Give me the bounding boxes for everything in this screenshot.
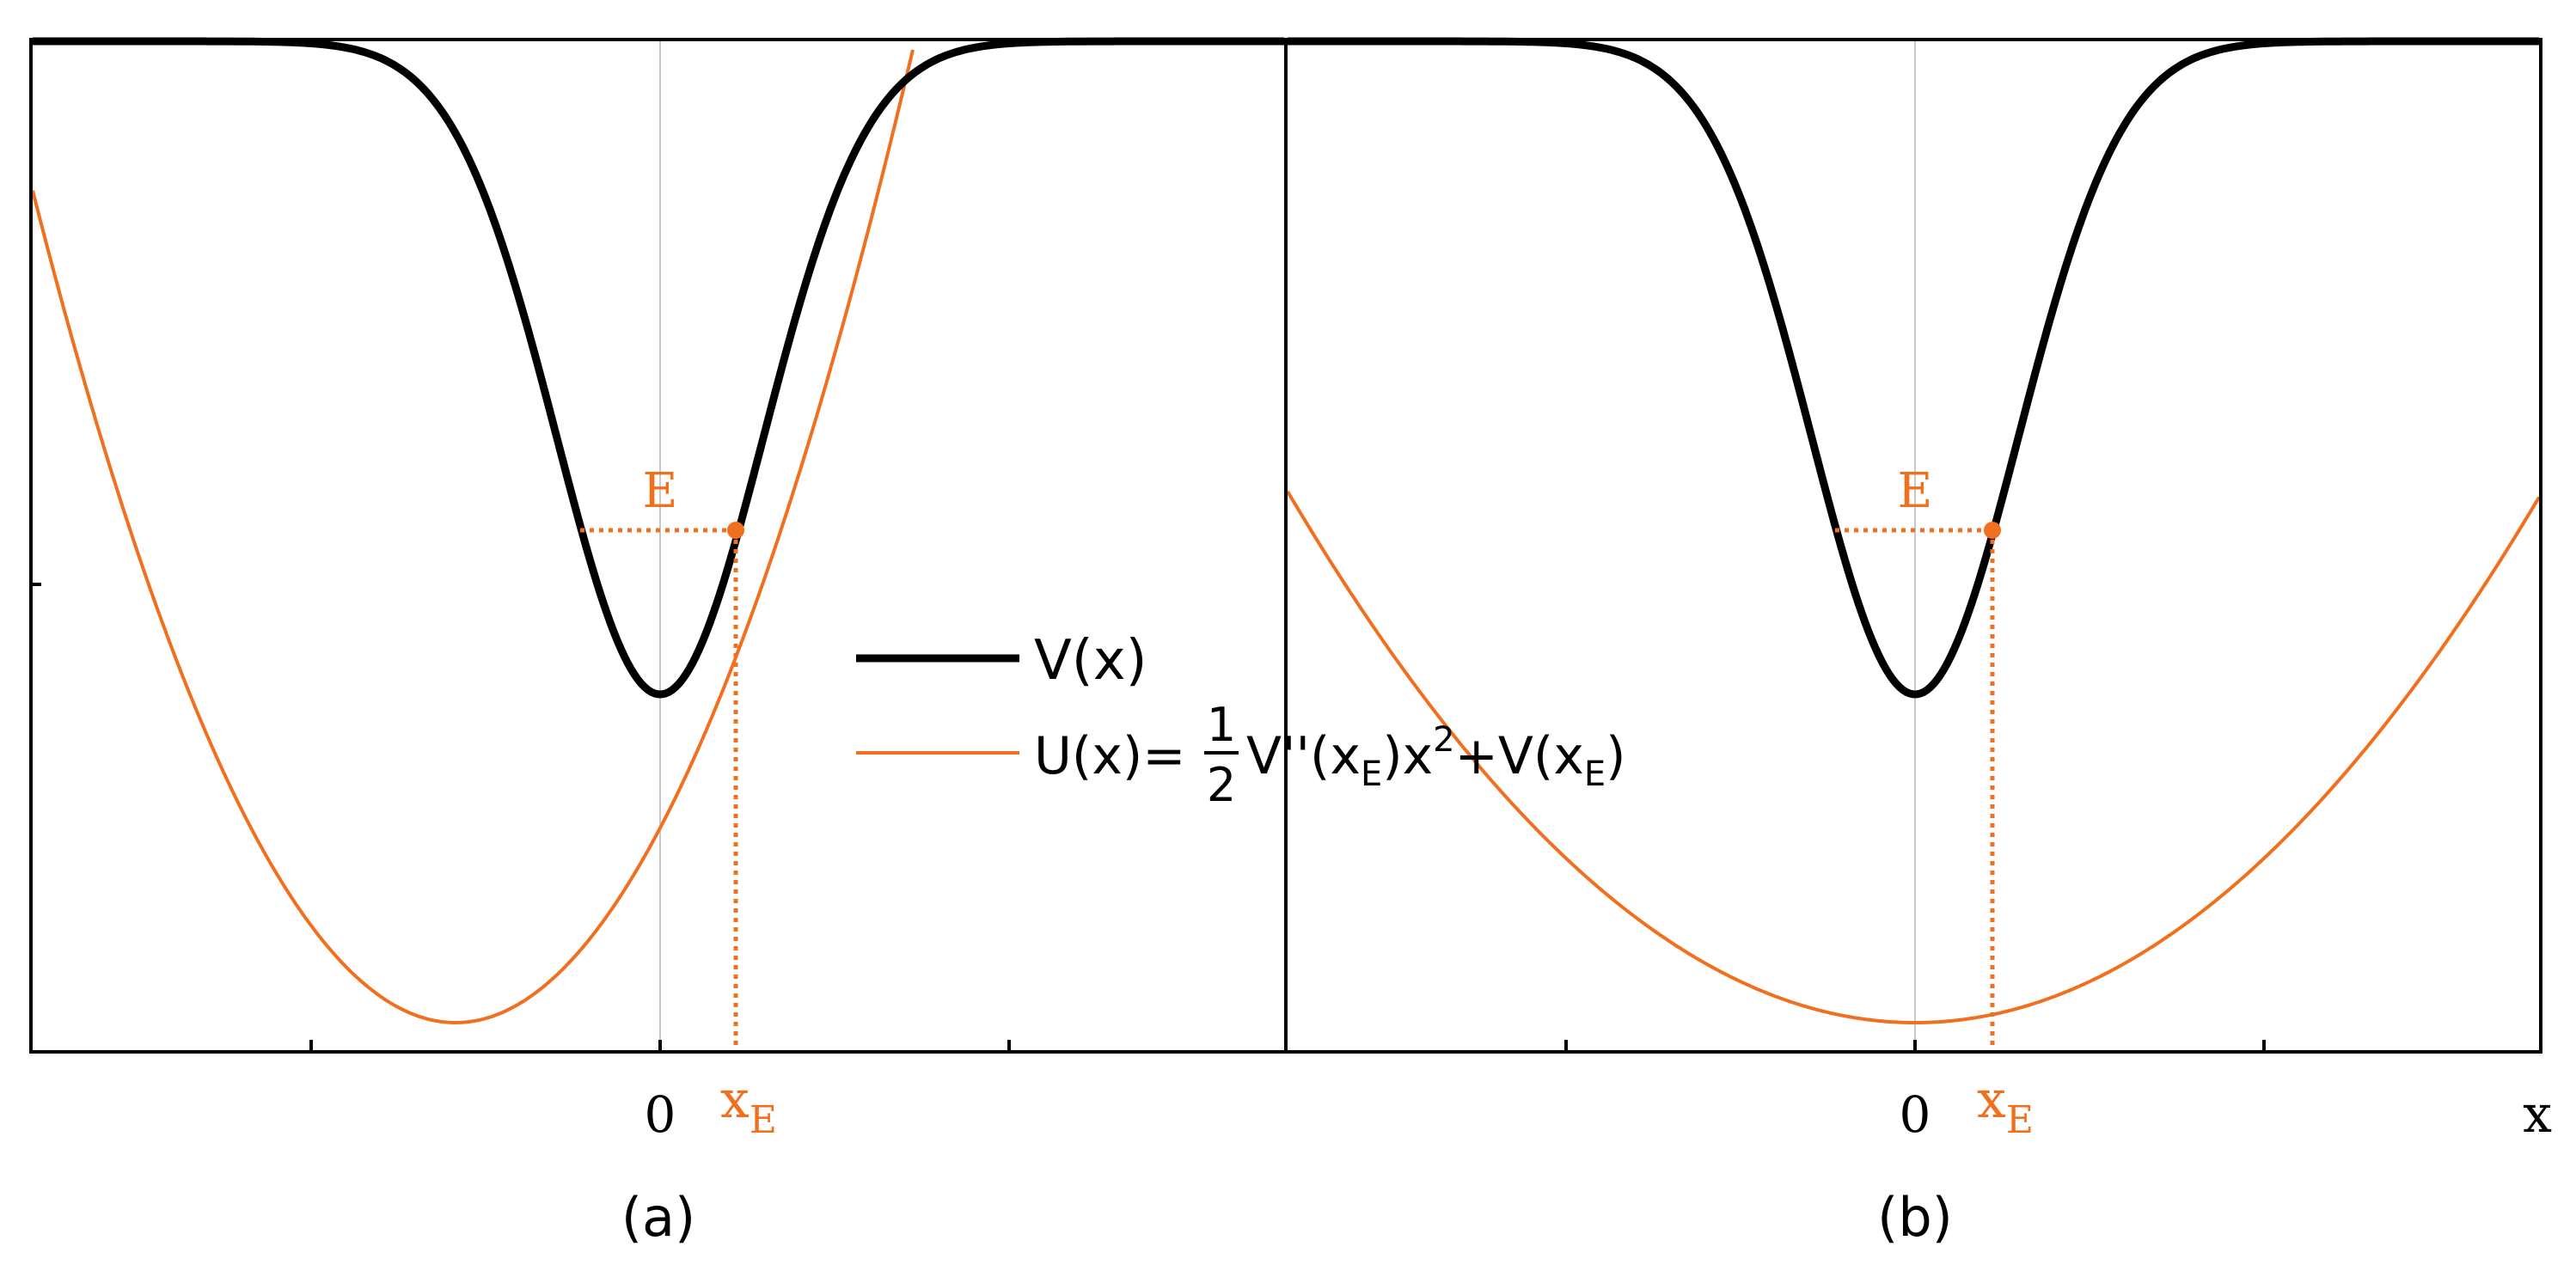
panel-a-label: (a) (621, 1186, 695, 1249)
panel-a-origin-label: 0 (645, 1085, 676, 1144)
panel-a-potential-curve (33, 37, 1284, 699)
panel-b-approximation-curve (1286, 490, 2541, 1024)
panel-b-label: (b) (1877, 1186, 1953, 1249)
legend-u-fraction: 1 2 (1204, 698, 1239, 812)
legend-u-lhs: U(x)= (1034, 726, 1186, 786)
panel-b-potential-curve (1288, 37, 2539, 699)
panel-b-energy-label: E (1898, 463, 1933, 519)
legend-u-subscript-1: E (1361, 755, 1382, 794)
panel-a-frame (29, 38, 1288, 1054)
legend-v-label: V(x) (1034, 629, 1147, 693)
panel-b: E 0 xE x (b) (1284, 37, 2552, 1249)
legend: V(x) U(x)= 1 2 V''(xE)x2+V(xE) (856, 629, 1626, 812)
legend-u-subscript-2: E (1584, 755, 1606, 794)
legend-u-fraction-numerator: 1 (1207, 698, 1236, 752)
panel-a-crossing-point (727, 522, 744, 539)
panel-a-energy-label: E (643, 463, 678, 519)
panel-b-x-axis-label: x (2523, 1085, 2552, 1145)
legend-u-rhs: V''(xE)x2+V(xE) (1246, 720, 1626, 794)
panel-a-xe-label: xE (720, 1070, 777, 1142)
legend-u-fraction-denominator: 2 (1207, 758, 1236, 812)
panel-b-xe-subscript: E (2006, 1098, 2034, 1142)
panel-a-xe-subscript: E (750, 1098, 777, 1142)
panel-b-origin-label: 0 (1900, 1085, 1931, 1144)
panel-b-xe-label: xE (1977, 1070, 2034, 1142)
panel-b-frame (1284, 38, 2542, 1054)
panel-a-approximation-curve (31, 49, 915, 1025)
panel-b-crossing-point (1984, 522, 2001, 539)
legend-u-superscript: 2 (1433, 720, 1454, 760)
